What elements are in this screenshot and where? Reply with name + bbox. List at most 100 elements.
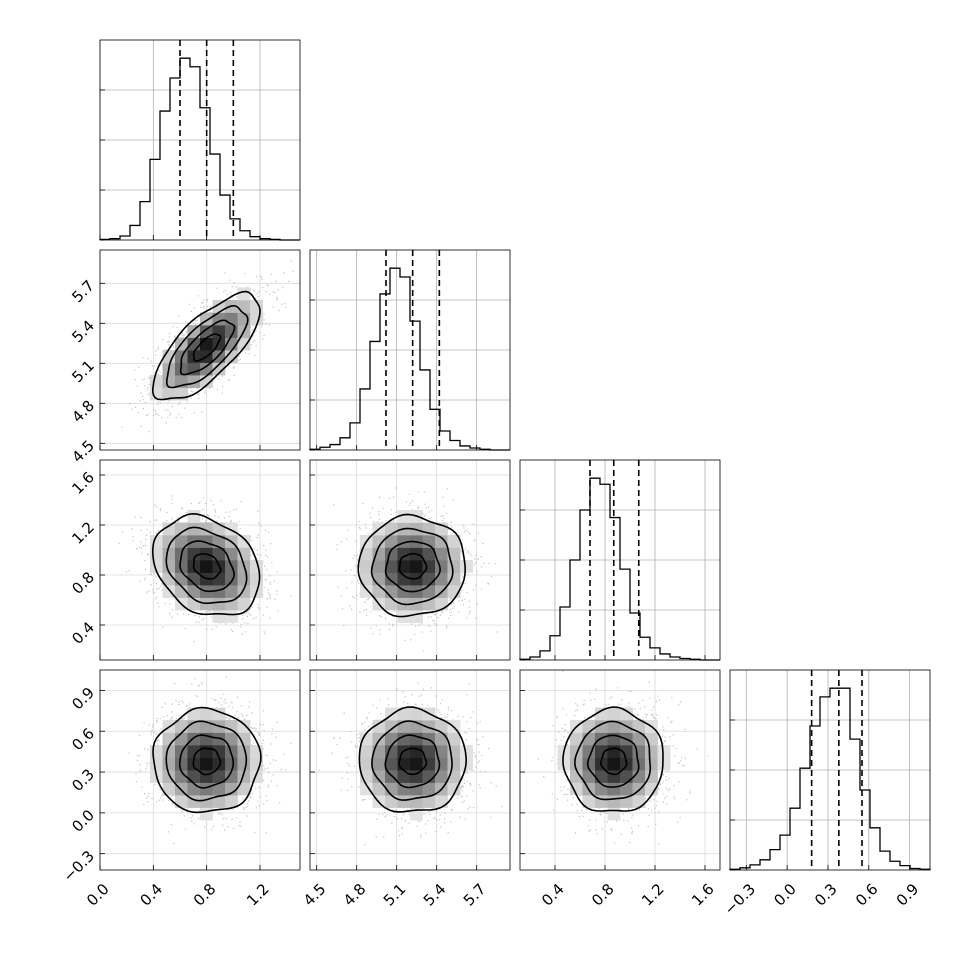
contour-line: [192, 553, 222, 580]
density-cell: [607, 782, 621, 796]
contour-line: [384, 734, 441, 789]
density-cell: [150, 757, 163, 771]
y-tick-label: 0.6: [68, 725, 98, 755]
density-cell: [237, 287, 251, 301]
density-cell: [607, 807, 621, 821]
density-cell: [385, 560, 398, 573]
density-cell: [460, 560, 473, 573]
density-cell: [435, 770, 448, 783]
density-cell: [422, 745, 436, 758]
panel-2-0: 0.4 0.8 1.2 1.6: [68, 459, 301, 661]
density-cell: [632, 720, 646, 733]
density-cell: [620, 745, 633, 758]
density-cell: [212, 362, 226, 376]
density-cell: [435, 535, 448, 548]
x-tick-label: −0.3: [721, 880, 759, 918]
density-cell: [162, 757, 176, 771]
density-cell: [162, 732, 176, 746]
density-cell: [225, 572, 238, 586]
contour-line: [370, 527, 454, 606]
density-cell: [435, 745, 448, 758]
density-cell: [212, 610, 226, 623]
density-cell: [570, 782, 583, 796]
density-cell: [187, 325, 201, 338]
density-cell: [150, 745, 163, 758]
density-cell: [187, 585, 201, 598]
x-tick-label: 0.9: [893, 880, 923, 910]
density-cell: [187, 720, 201, 733]
density-cell: [460, 745, 473, 758]
density-cell: [620, 770, 633, 783]
density-cell: [360, 757, 373, 771]
density-cell: [162, 522, 176, 536]
density-cell: [422, 795, 436, 808]
contour-line: [192, 333, 222, 362]
density-cell: [645, 782, 658, 796]
density-cell: [422, 547, 436, 561]
histogram-line: [519, 477, 720, 661]
density-cell: [212, 312, 226, 326]
density-cell: [200, 325, 213, 338]
density-cell: [385, 572, 398, 586]
density-cell: [237, 782, 251, 796]
x-tick-label: 5.7: [460, 880, 490, 910]
density-cell: [620, 782, 633, 796]
density-cell: [410, 707, 423, 721]
density-cell: [607, 732, 621, 746]
x-tick-label: 4.5: [300, 880, 330, 910]
contour-line: [165, 720, 248, 802]
x-tick-label: 0.8: [190, 880, 220, 910]
density-cell: [237, 770, 251, 783]
x-tick-label: 1.6: [688, 880, 718, 910]
x-tick-label: 0.4: [538, 880, 568, 910]
panel-frame: [729, 669, 931, 871]
density-cell: [447, 732, 461, 746]
density-cell: [385, 535, 398, 548]
density-cell: [632, 745, 646, 758]
density-cell: [360, 732, 373, 746]
density-cell: [447, 757, 461, 771]
density-cell: [410, 732, 423, 746]
density-cell: [250, 770, 263, 783]
density-cell: [397, 770, 411, 783]
density-cell: [570, 732, 583, 746]
density-cell: [385, 795, 398, 808]
density-cell: [582, 795, 596, 808]
density-cell: [607, 757, 621, 771]
density-cell: [385, 757, 398, 771]
density-cell: [237, 300, 251, 313]
density-cell: [435, 547, 448, 561]
x-tick-label: 0.0: [83, 880, 113, 910]
density-cell: [582, 720, 596, 733]
x-tick-label: 0.4: [136, 880, 166, 910]
contour-line: [586, 734, 640, 788]
density-cell: [212, 585, 226, 598]
density-cell: [237, 757, 251, 771]
density-cell: [570, 770, 583, 783]
panel-frame: [99, 459, 301, 661]
density-cell: [187, 745, 201, 758]
density-cell: [645, 745, 658, 758]
density-cell: [175, 560, 188, 573]
density-cell: [200, 770, 213, 783]
density-cell: [175, 522, 188, 536]
density-cell: [212, 572, 226, 586]
density-cell: [385, 597, 398, 611]
panel-1-0: 4.5 4.8 5.1 5.4 5.7: [68, 249, 301, 466]
density-cell: [225, 585, 238, 598]
histogram-line: [729, 687, 931, 870]
density-cell: [607, 795, 621, 808]
density-cell: [385, 720, 398, 733]
density-cell: [212, 350, 226, 363]
density-cell: [200, 707, 213, 721]
contour-line: [152, 512, 261, 616]
density-cell: [200, 807, 213, 821]
density-cell: [250, 572, 263, 586]
y-tick-label: 5.1: [68, 357, 98, 387]
density-cell: [162, 782, 176, 796]
density-cell: [632, 770, 646, 783]
density-cell: [225, 720, 238, 733]
density-cell: [212, 547, 226, 561]
panel-3-3: −0.3 0.0 0.3 0.6 0.9: [721, 669, 931, 919]
